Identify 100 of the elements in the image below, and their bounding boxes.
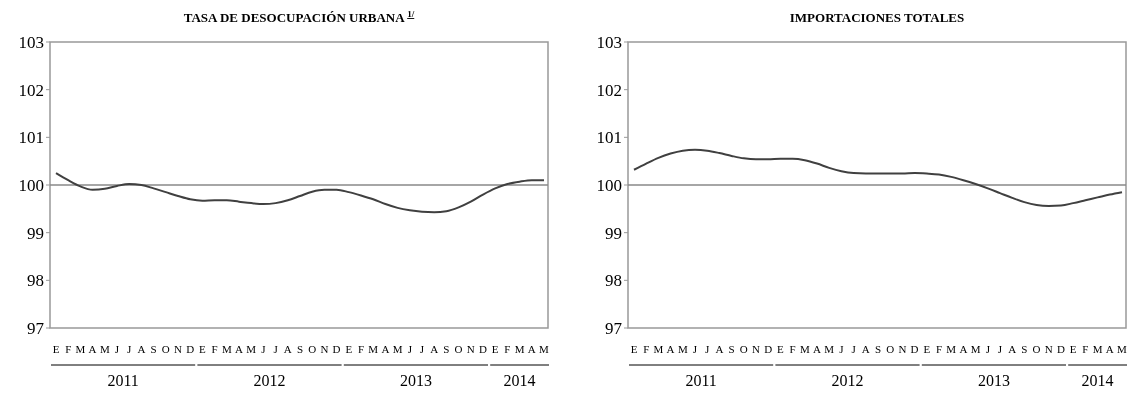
chart-title: IMPORTACIONES TOTALES — [789, 10, 965, 25]
x-tick-label: M — [539, 343, 550, 355]
x-tick-label: E — [52, 343, 60, 355]
y-tick-label: 100 — [18, 175, 44, 195]
x-tick-label: J — [997, 343, 1003, 355]
x-tick-label: M — [99, 343, 110, 355]
x-tick-label: J — [127, 343, 133, 355]
x-tick-label: A — [1008, 343, 1017, 355]
x-tick-label: M — [1092, 343, 1103, 355]
x-tick-label: F — [65, 343, 72, 355]
x-tick-label: S — [728, 343, 735, 355]
x-tick-label: J — [273, 343, 279, 355]
x-tick-label: A — [715, 343, 724, 355]
x-tick-label: A — [88, 343, 97, 355]
text: 2011 — [107, 372, 139, 389]
text: 2012 — [253, 372, 286, 389]
x-tick-label: D — [910, 343, 919, 355]
x-tick-label: E — [777, 343, 785, 355]
x-tick-label: A — [1105, 343, 1114, 355]
x-tick-label: J — [851, 343, 857, 355]
x-tick-label: J — [705, 343, 711, 355]
x-tick-label: M — [653, 343, 664, 355]
y-tick-label: 99 — [27, 223, 44, 243]
x-tick-label: F — [643, 343, 650, 355]
y-tick-label: 101 — [596, 128, 622, 148]
y-tick-label: 97 — [27, 318, 45, 338]
y-tick-label: 103 — [596, 32, 622, 52]
x-tick-label: A — [959, 343, 968, 355]
y-tick-label: 97 — [605, 318, 623, 338]
x-tick-label: M — [824, 343, 835, 355]
x-tick-label: J — [261, 343, 267, 355]
x-tick-label: O — [1032, 343, 1041, 355]
x-tick-label: N — [466, 343, 475, 355]
x-tick-label: E — [345, 343, 353, 355]
y-tick-label: 99 — [605, 223, 622, 243]
x-tick-label: S — [150, 343, 157, 355]
x-tick-label: M — [1117, 343, 1128, 355]
x-tick-label: M — [946, 343, 957, 355]
x-tick-label: F — [789, 343, 796, 355]
x-tick-label: M — [677, 343, 688, 355]
y-tick-label: 101 — [18, 128, 44, 148]
x-tick-label: O — [161, 343, 170, 355]
x-tick-label: O — [739, 343, 748, 355]
x-tick-label: O — [886, 343, 895, 355]
x-tick-label: S — [874, 343, 882, 355]
x-tick-label: D — [186, 343, 195, 355]
y-tick-label: 98 — [605, 271, 622, 291]
text: 2013 — [399, 372, 432, 389]
x-tick-label: F — [211, 343, 218, 355]
x-tick-label: J — [692, 343, 698, 355]
x-tick-label: M — [970, 343, 981, 355]
x-tick-label: D — [332, 343, 341, 355]
x-tick-label: M — [246, 343, 257, 355]
x-tick-label: D — [1057, 343, 1066, 355]
x-tick-label: O — [454, 343, 463, 355]
x-tick-label: J — [114, 343, 120, 355]
x-tick-label: S — [296, 343, 304, 355]
x-tick-label: F — [1082, 343, 1089, 355]
x-tick-label: N — [320, 343, 329, 355]
x-tick-label: A — [527, 343, 536, 355]
x-tick-label: M — [392, 343, 403, 355]
y-tick-label: 98 — [27, 271, 44, 291]
text: 2012 — [831, 372, 864, 389]
x-tick-label: N — [898, 343, 907, 355]
y-tick-label: 103 — [18, 32, 44, 52]
x-tick-label: M — [514, 343, 525, 355]
x-tick-label: A — [283, 343, 292, 355]
x-tick-label: J — [985, 343, 991, 355]
x-tick-label: M — [221, 343, 232, 355]
x-tick-label: F — [357, 343, 365, 355]
x-tick-label: J — [407, 343, 413, 355]
x-tick-label: S — [1021, 343, 1028, 355]
x-tick-label: M — [799, 343, 810, 355]
y-tick-label: 102 — [18, 80, 44, 100]
x-tick-label: D — [764, 343, 773, 355]
x-tick-label: A — [235, 343, 244, 355]
x-tick-label: F — [935, 343, 943, 355]
line-series — [633, 148, 1123, 207]
x-tick-label: M — [75, 343, 86, 355]
y-tick-label: 102 — [596, 80, 622, 100]
x-tick-label: A — [430, 343, 439, 355]
x-tick-label: E — [491, 343, 499, 355]
x-tick-label: A — [137, 343, 146, 355]
x-tick-label: N — [174, 343, 183, 355]
x-tick-label: A — [861, 343, 870, 355]
x-tick-label: N — [1044, 343, 1053, 355]
text: 2014 — [1081, 372, 1114, 389]
x-tick-label: E — [923, 343, 931, 355]
y-tick-label: 100 — [596, 175, 622, 195]
x-tick-label: J — [839, 343, 845, 355]
chart-title: TASA DE DESOCUPACIÓN URBANA $^{1/}$ — [183, 9, 415, 25]
text: 2013 — [977, 372, 1010, 389]
text: 2014 — [503, 372, 536, 389]
x-tick-label: E — [199, 343, 207, 355]
x-tick-label: M — [368, 343, 379, 355]
x-tick-label: J — [419, 343, 425, 355]
x-tick-label: E — [630, 343, 638, 355]
x-tick-label: O — [308, 343, 317, 355]
x-tick-label: A — [666, 343, 675, 355]
x-tick-label: A — [381, 343, 390, 355]
